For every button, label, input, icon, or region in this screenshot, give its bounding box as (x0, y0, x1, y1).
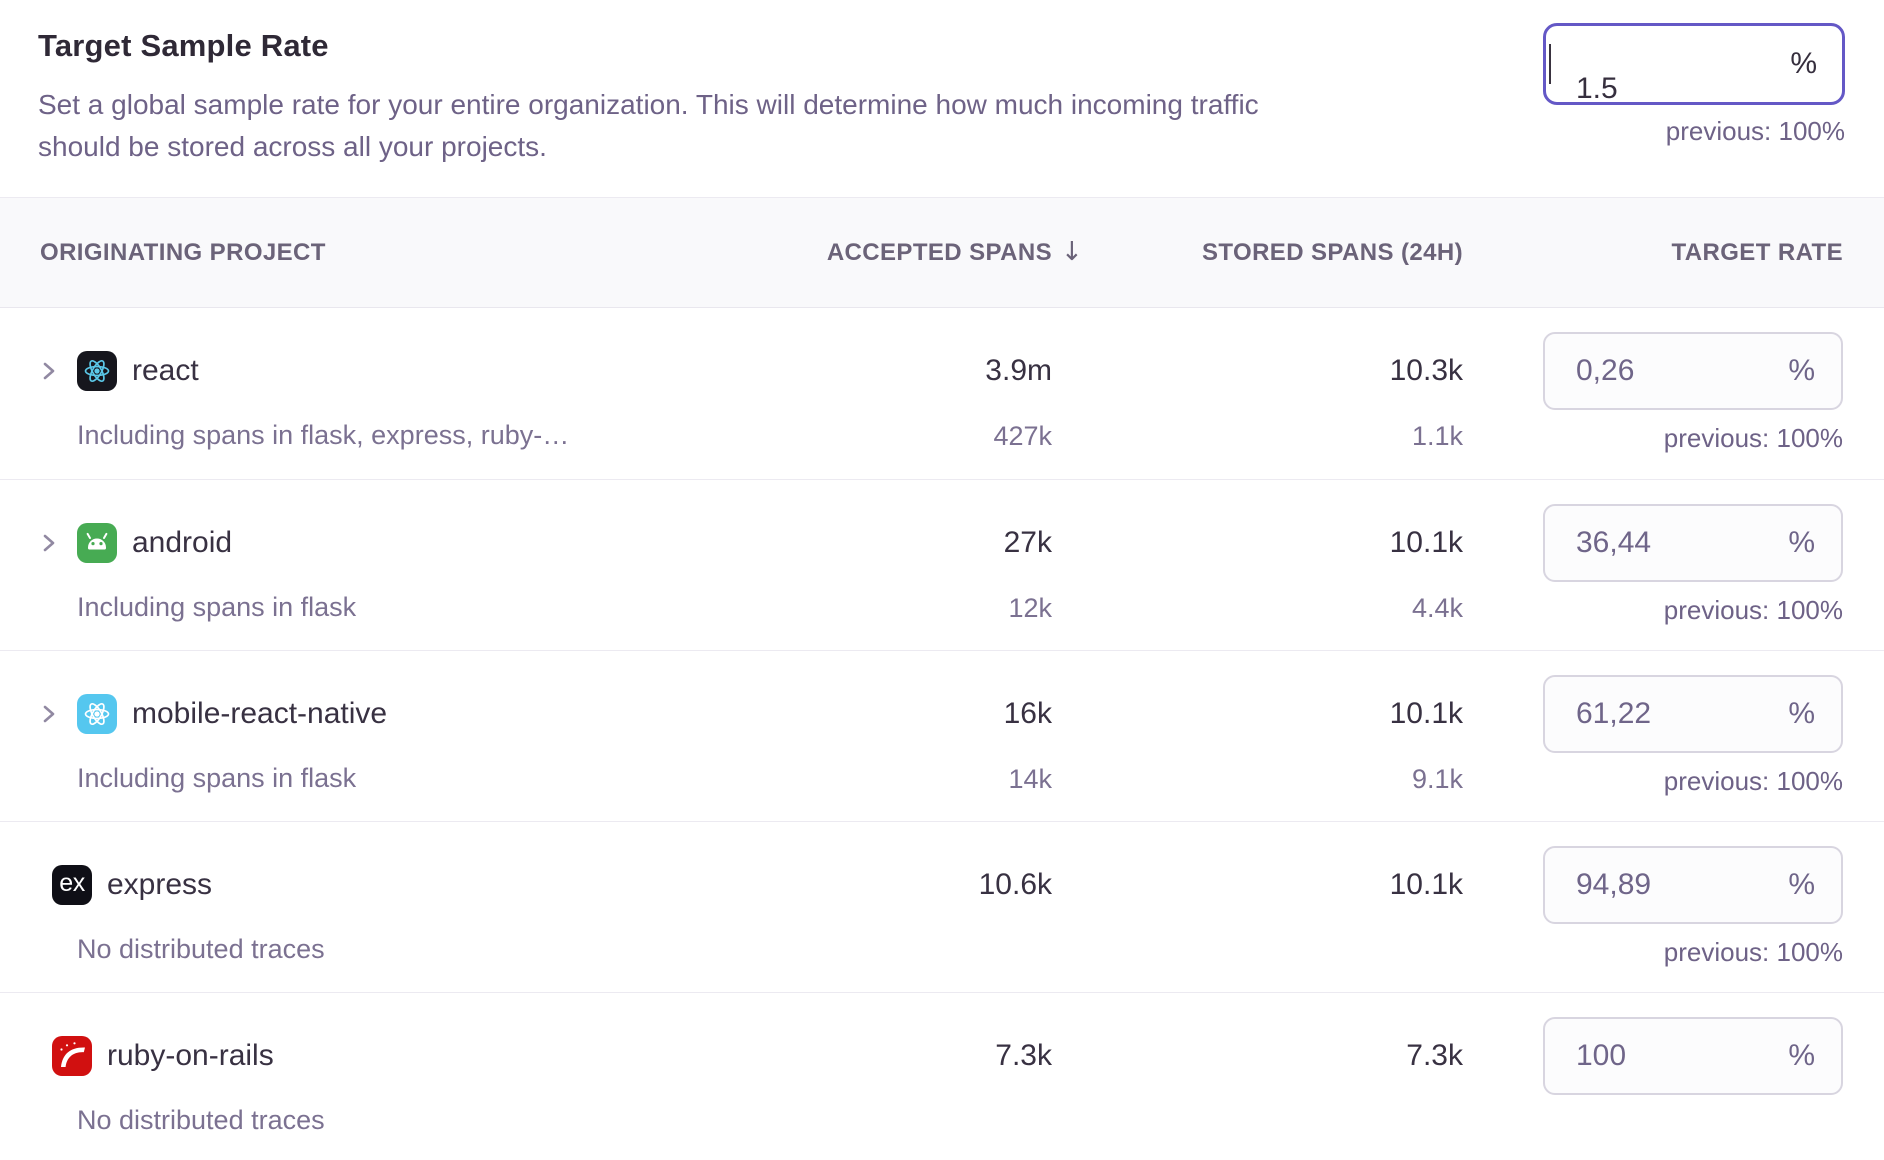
project-name: mobile-react-native (132, 697, 388, 730)
distributed-traces-note: Including spans in flask (77, 763, 357, 793)
previous-rate-label: previous: 100% (1663, 766, 1843, 796)
project-row-express: ex express 10.6k 10.1k % No distributed … (0, 821, 1884, 992)
target-rate-input-field[interactable] (1545, 526, 1789, 560)
text-cursor (1549, 44, 1551, 84)
accepted-spans-header-label: ACCEPTED SPANS (826, 238, 1052, 266)
target-rate-input[interactable]: % (1543, 504, 1843, 582)
react-native-icon (77, 694, 117, 734)
target-rate-input[interactable]: % (1543, 1017, 1843, 1095)
target-rate-input-field[interactable] (1545, 354, 1789, 388)
table-header: ORIGINATING PROJECT ACCEPTED SPANS ↓ STO… (0, 197, 1884, 308)
target-rate-input-field[interactable] (1545, 868, 1789, 902)
accepted-spans-value: 10.6k (978, 868, 1052, 901)
distributed-traces-note: Including spans in flask, express, ruby-… (77, 420, 570, 450)
expand-chevron-icon[interactable] (38, 351, 62, 391)
expand-chevron-icon[interactable] (38, 694, 62, 734)
stored-spans-value: 10.1k (1389, 868, 1463, 901)
target-rate-input-field[interactable] (1545, 1039, 1789, 1073)
project-row-react: react 3.9m 10.3k % Including spans in fl… (0, 308, 1884, 479)
sub-stored-spans-value: 1.1k (1411, 421, 1463, 451)
percent-suffix: % (1788, 526, 1815, 559)
distributed-traces-note: No distributed traces (77, 1105, 325, 1135)
previous-rate-label: previous: 100% (1663, 595, 1843, 625)
react-icon (77, 351, 117, 391)
sub-stored-spans-value: 9.1k (1411, 764, 1463, 794)
project-row-android: android 27k 10.1k % Including spans in f… (0, 479, 1884, 650)
sub-accepted-spans-value: 12k (1008, 593, 1052, 623)
distributed-traces-note: Including spans in flask (77, 592, 357, 622)
project-row-ruby-on-rails: ruby-on-rails 7.3k 7.3k % No distributed… (0, 992, 1884, 1160)
percent-suffix: % (1788, 697, 1815, 730)
column-header-target-rate: TARGET RATE (1671, 238, 1843, 266)
previous-rate-label: previous: 100% (1663, 423, 1843, 453)
project-name: react (132, 354, 199, 387)
sort-descending-icon: ↓ (1061, 236, 1084, 267)
percent-suffix: % (1788, 354, 1815, 387)
target-rate-input[interactable]: % (1543, 846, 1843, 924)
global-target-rate-value: 1.5 (1576, 72, 1618, 105)
sub-stored-spans-value: 4.4k (1411, 593, 1463, 623)
global-target-rate-input[interactable]: 1.5 % (1543, 23, 1845, 105)
android-icon (77, 523, 117, 563)
column-header-stored-spans[interactable]: STORED SPANS (24H) (1201, 238, 1463, 266)
express-icon: ex (52, 865, 92, 905)
accepted-spans-value: 27k (1003, 526, 1052, 559)
panel-header: Target Sample Rate Set a global sample r… (0, 0, 1884, 197)
stored-spans-value: 10.1k (1389, 697, 1463, 730)
sub-accepted-spans-value: 427k (993, 421, 1052, 451)
project-name: ruby-on-rails (107, 1039, 274, 1072)
previous-rate-label: previous: 100% (1663, 937, 1843, 967)
page-description: Set a global sample rate for your entire… (38, 84, 1259, 168)
accepted-spans-value: 3.9m (985, 354, 1052, 387)
target-rate-input[interactable]: % (1543, 675, 1843, 753)
ruby-on-rails-icon (52, 1036, 92, 1076)
page-title: Target Sample Rate (38, 28, 329, 63)
target-rate-input-field[interactable] (1545, 697, 1789, 731)
accepted-spans-value: 7.3k (995, 1039, 1052, 1072)
column-header-accepted-spans[interactable]: ACCEPTED SPANS ↓ (826, 198, 1083, 307)
project-name: express (107, 868, 213, 901)
project-name: android (132, 526, 233, 559)
accepted-spans-value: 16k (1003, 697, 1052, 730)
previous-rate-label: previous: 100% (1665, 116, 1845, 146)
stored-spans-value: 10.1k (1389, 526, 1463, 559)
percent-suffix: % (1788, 1039, 1815, 1072)
stored-spans-value: 10.3k (1389, 354, 1463, 387)
distributed-traces-note: No distributed traces (77, 934, 325, 964)
project-row-mobile-react-native: mobile-react-native 16k 10.1k % Includin… (0, 650, 1884, 821)
percent-suffix: % (1790, 47, 1817, 80)
sub-accepted-spans-value: 14k (1008, 764, 1052, 794)
page-description-line2: should be stored across all your project… (38, 131, 547, 162)
expand-chevron-icon[interactable] (38, 523, 62, 563)
target-rate-input[interactable]: % (1543, 332, 1843, 410)
stored-spans-value: 7.3k (1406, 1039, 1463, 1072)
column-header-originating-project: ORIGINATING PROJECT (40, 238, 326, 266)
percent-suffix: % (1788, 868, 1815, 901)
page-description-line1: Set a global sample rate for your entire… (38, 89, 1259, 120)
